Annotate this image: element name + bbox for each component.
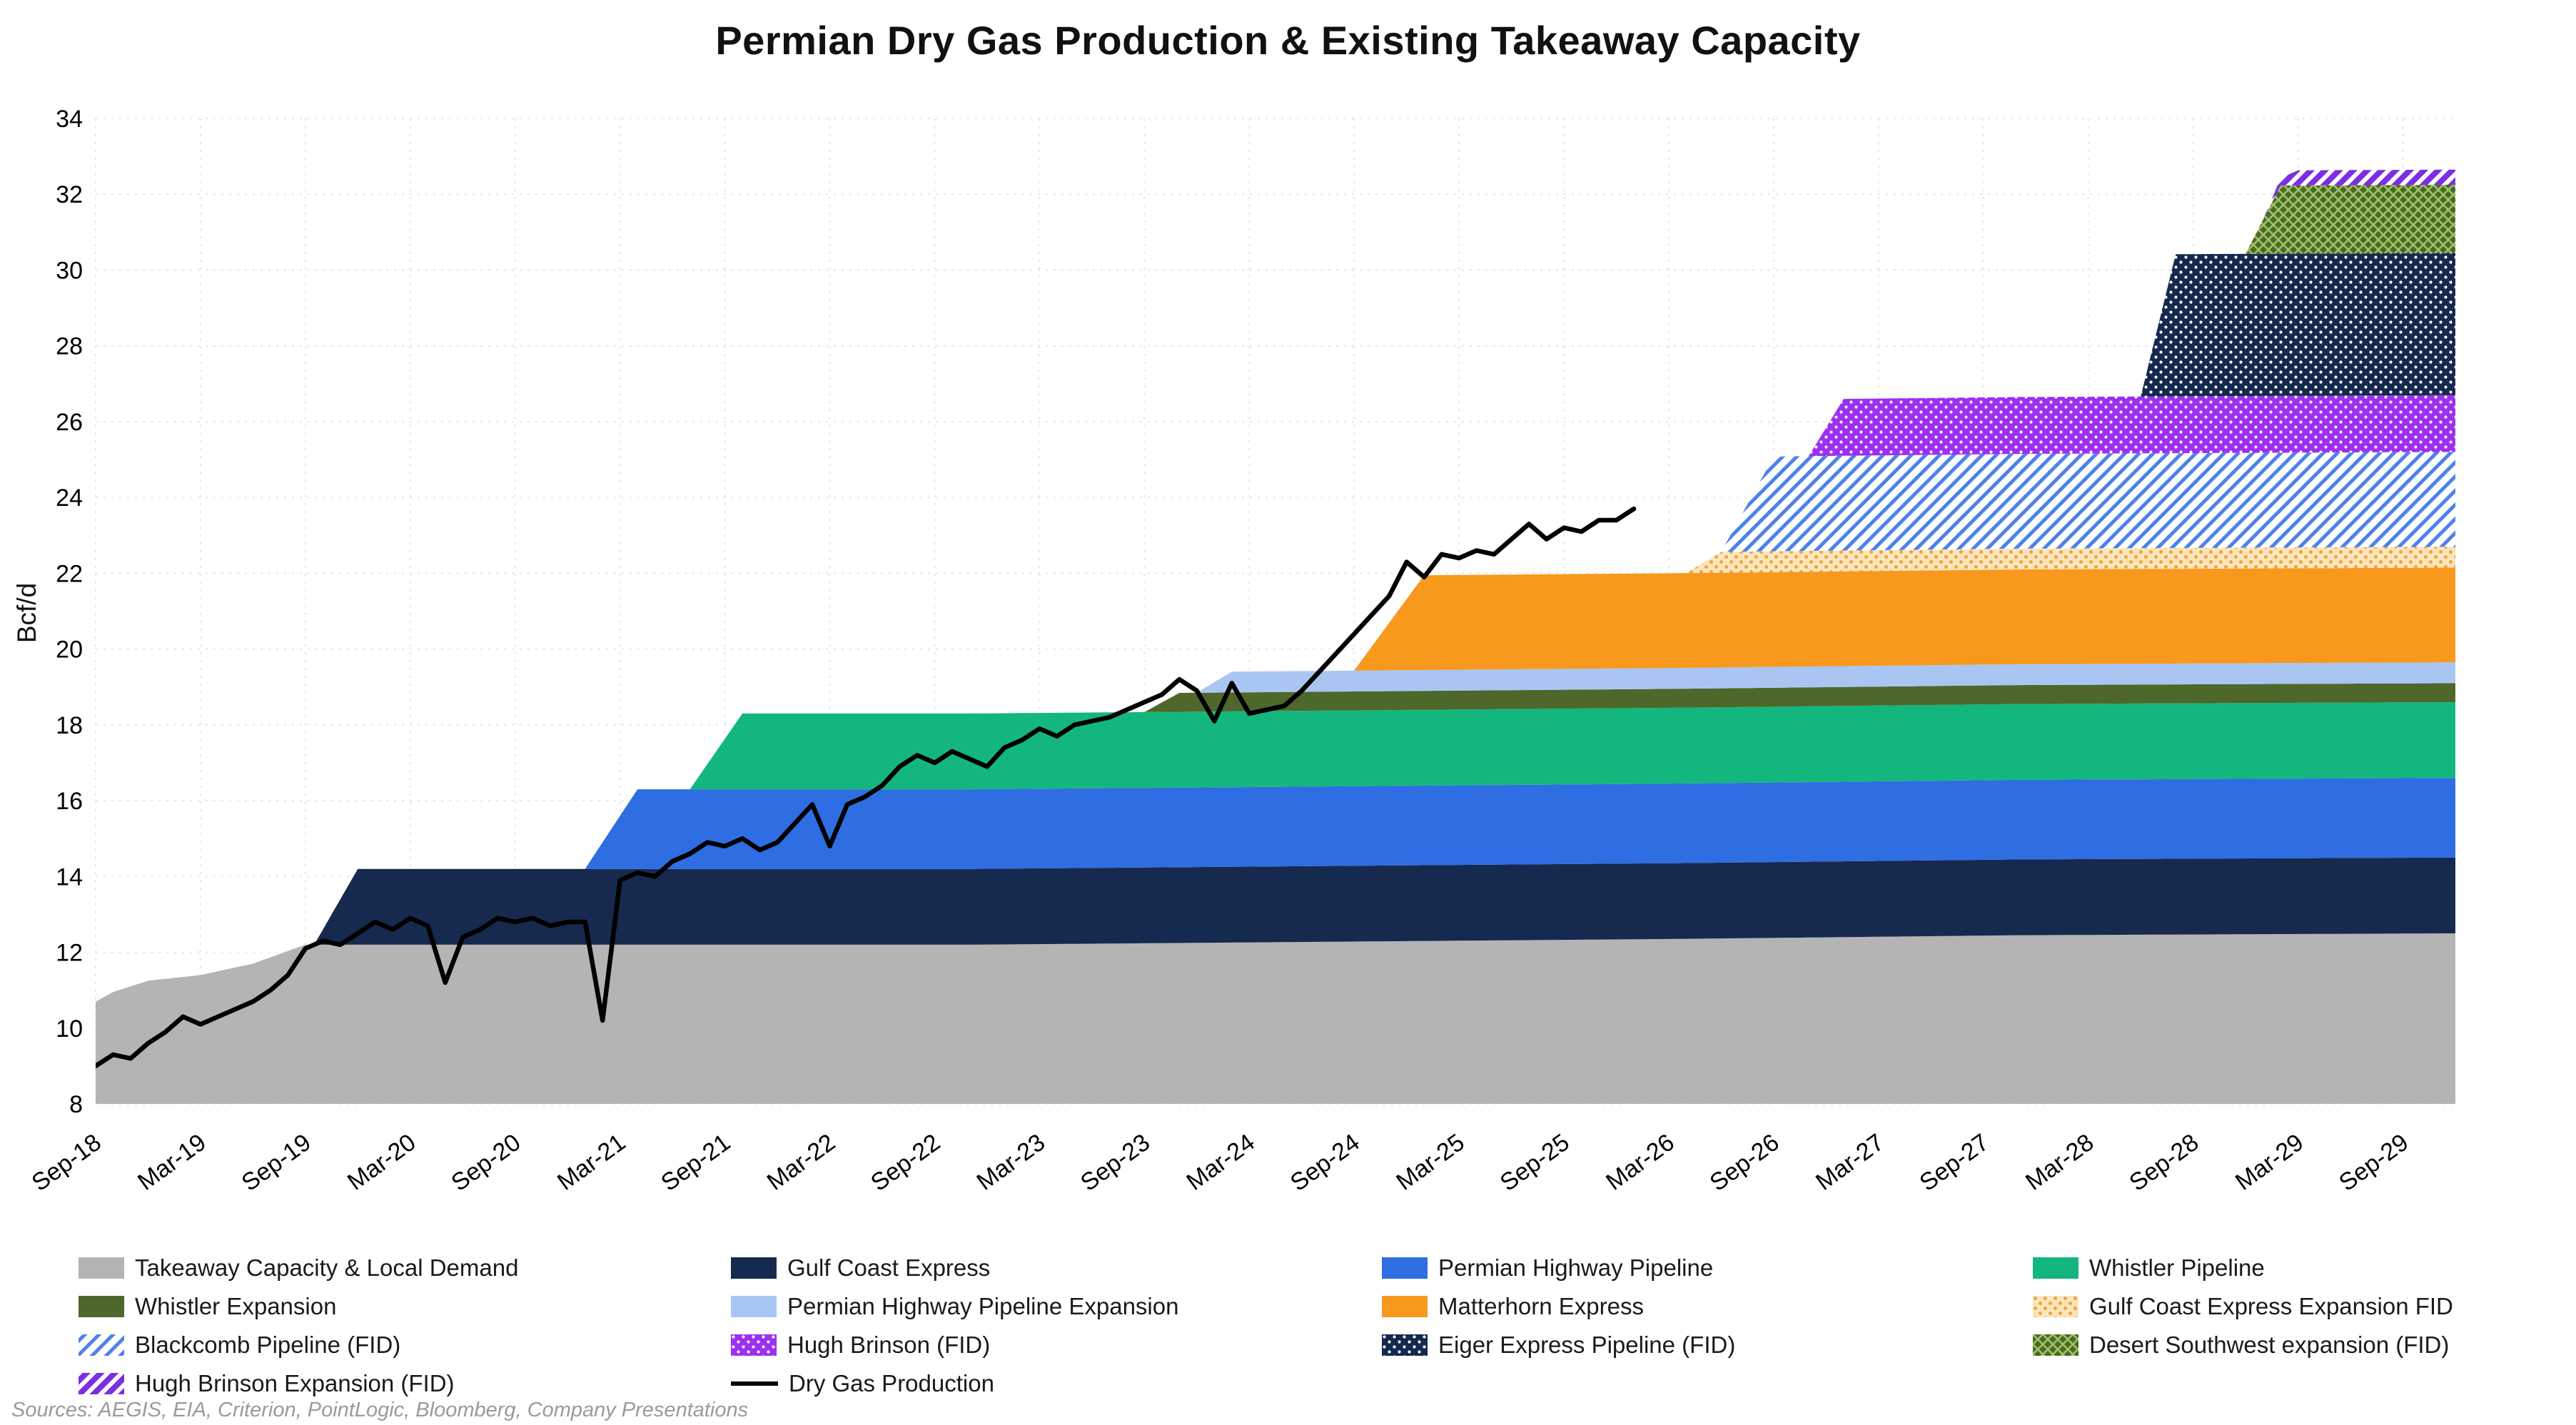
area-gulf-coast-express: [96, 857, 2455, 1002]
x-tick-label: Sep-28: [2124, 1129, 2203, 1197]
legend-swatch-gulf-coast-express: [731, 1257, 777, 1279]
legend-label: Eiger Express Pipeline (FID): [1438, 1331, 1736, 1358]
y-tick-label: 8: [69, 1091, 83, 1118]
legend-item: Eiger Express Pipeline (FID): [1382, 1332, 2033, 1358]
legend-label: Dry Gas Production: [789, 1369, 994, 1396]
x-tick-label: Mar-29: [2231, 1129, 2308, 1196]
x-tick-label: Sep-25: [1495, 1129, 1575, 1197]
x-tick-label: Sep-20: [446, 1129, 525, 1197]
legend-item: Takeaway Capacity & Local Demand: [79, 1254, 731, 1281]
x-tick-label: Mar-22: [762, 1129, 840, 1196]
x-tick-label: Sep-26: [1705, 1129, 1784, 1197]
legend-item: Gulf Coast Express Expansion FID: [2033, 1293, 2453, 1319]
area-whistler-pipeline: [96, 702, 2455, 1002]
x-tick-label: Sep-21: [656, 1129, 735, 1197]
legend-label: Whistler Expansion: [135, 1292, 337, 1319]
legend-label: Permian Highway Pipeline: [1438, 1254, 1714, 1281]
y-axis-ticks: 8 10 12 14 16 18 20 22 24 26 28 30 32 34: [56, 106, 83, 1118]
legend-item: Blackcomb Pipeline (FID): [79, 1332, 731, 1358]
source-note: Sources: AEGIS, EIA, Criterion, PointLog…: [11, 1399, 749, 1421]
legend-item: Hugh Brinson (FID): [731, 1332, 1382, 1358]
x-tick-label: Mar-26: [1601, 1129, 1679, 1196]
legend-swatch-matterhorn-express: [1382, 1295, 1428, 1317]
chart-title: Permian Dry Gas Production & Existing Ta…: [715, 18, 1861, 63]
legend-item: Gulf Coast Express: [731, 1254, 1382, 1281]
y-tick-label: 24: [56, 485, 83, 512]
legend-swatch-dry-gas-production: [731, 1373, 778, 1394]
x-tick-label: Sep-23: [1076, 1129, 1155, 1197]
legend-label: Matterhorn Express: [1438, 1292, 1644, 1319]
y-tick-label: 20: [56, 637, 83, 664]
y-tick-label: 26: [56, 409, 83, 436]
x-tick-label: Mar-21: [552, 1129, 630, 1196]
legend-label: Hugh Brinson (FID): [787, 1331, 991, 1358]
legend-item: Whistler Pipeline: [2033, 1254, 2453, 1281]
legend-item: Dry Gas Production: [731, 1370, 1382, 1396]
legend-label: Gulf Coast Express: [787, 1254, 991, 1281]
legend-label: Gulf Coast Express Expansion FID: [2089, 1292, 2453, 1319]
legend-label: Takeaway Capacity & Local Demand: [135, 1254, 519, 1281]
area-eiger-express-pipeline-fid: [96, 253, 2455, 1002]
legend-item: Permian Highway Pipeline: [1382, 1254, 2033, 1281]
legend-item: Desert Southwest expansion (FID): [2033, 1332, 2453, 1358]
legend-label: Permian Highway Pipeline Expansion: [787, 1292, 1179, 1319]
production-line: [96, 506, 1637, 1069]
y-tick-label: 30: [56, 258, 83, 285]
x-tick-label: Sep-22: [866, 1129, 945, 1197]
legend-label: Desert Southwest expansion (FID): [2089, 1331, 2450, 1358]
legend-swatch-eiger-express-pipeline-fid: [1382, 1334, 1428, 1356]
x-axis-ticks: Sep-18 Mar-19 Sep-19 Mar-20 Sep-20 Mar-21 Sep-…: [27, 1129, 2414, 1197]
y-tick-label: 22: [56, 560, 83, 587]
legend-label: Whistler Pipeline: [2089, 1254, 2265, 1281]
x-tick-label: Sep-29: [2334, 1129, 2413, 1197]
legend-swatch-takeaway-capacity-local-demand: [79, 1257, 124, 1279]
area-permian-highway-pipeline: [96, 778, 2455, 1002]
legend-item: Matterhorn Express: [1382, 1293, 2033, 1319]
y-tick-label: 14: [56, 863, 83, 891]
area-matterhorn-express: [96, 567, 2455, 1002]
y-tick-label: 28: [56, 333, 83, 360]
y-tick-label: 32: [56, 181, 83, 208]
legend-swatch-desert-southwest-expansion-fid: [2033, 1334, 2079, 1356]
area-takeaway-capacity-local-demand: [96, 933, 2455, 1104]
legend-item: Hugh Brinson Expansion (FID): [79, 1370, 731, 1396]
legend-swatch-blackcomb-pipeline-fid: [79, 1334, 124, 1356]
legend-swatch-gulf-coast-express-expansion-fid: [2033, 1295, 2079, 1317]
legend: Takeaway Capacity & Local Demand Gulf Coa…: [79, 1254, 2453, 1396]
legend-item: Whistler Expansion: [79, 1293, 731, 1319]
x-tick-label: Mar-19: [133, 1129, 211, 1196]
y-tick-label: 10: [56, 1015, 83, 1043]
x-tick-label: Mar-27: [1811, 1129, 1889, 1196]
legend-item: Permian Highway Pipeline Expansion: [731, 1293, 1382, 1319]
x-tick-label: Mar-25: [1391, 1129, 1469, 1196]
legend-swatch-hugh-brinson-fid: [731, 1334, 777, 1356]
x-tick-label: Sep-24: [1286, 1129, 1365, 1197]
legend-swatch-hugh-brinson-expansion-fid: [79, 1372, 124, 1394]
x-tick-label: Mar-24: [1182, 1129, 1260, 1196]
x-tick-label: Sep-18: [27, 1129, 106, 1197]
y-tick-label: 12: [56, 940, 83, 967]
legend-label: Blackcomb Pipeline (FID): [135, 1331, 401, 1358]
legend-label: Hugh Brinson Expansion (FID): [135, 1369, 455, 1396]
x-tick-label: Mar-20: [343, 1129, 420, 1196]
x-tick-label: Sep-19: [237, 1129, 316, 1197]
x-tick-label: Mar-23: [972, 1129, 1050, 1196]
y-tick-label: 18: [56, 712, 83, 739]
legend-swatch-permian-highway-pipeline-expansion: [731, 1295, 777, 1317]
y-tick-label: 16: [56, 788, 83, 815]
legend-swatch-whistler-pipeline: [2033, 1257, 2079, 1279]
legend-swatch-permian-highway-pipeline: [1382, 1257, 1428, 1279]
stacked-areas: [96, 169, 2455, 1104]
x-tick-label: Mar-28: [2021, 1129, 2098, 1196]
y-tick-label: 34: [56, 106, 83, 133]
area-blackcomb-pipeline-fid: [96, 452, 2455, 1002]
x-tick-label: Sep-27: [1914, 1129, 1994, 1197]
legend-swatch-whistler-expansion: [79, 1295, 124, 1317]
